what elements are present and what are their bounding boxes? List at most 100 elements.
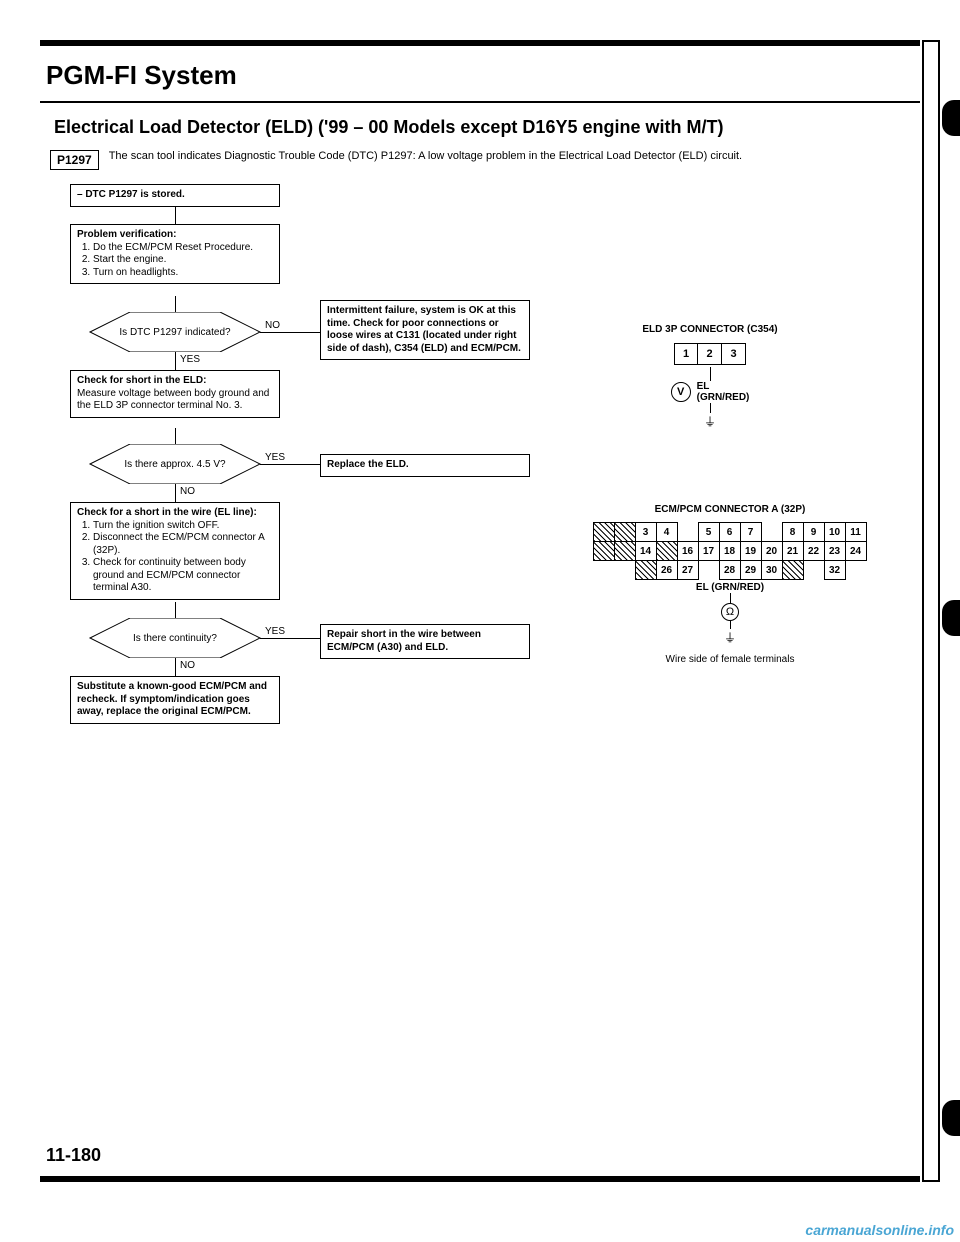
eld-signal-label: EL [697,381,750,392]
page-inner: PGM-FI System Electrical Load Detector (… [40,40,920,1182]
flow-repair-short: Repair short in the wire between ECM/PCM… [320,624,530,659]
side-frame [922,40,940,1182]
ecm-pin-cell: 9 [803,522,825,542]
eld-pin-1: 1 [674,343,698,365]
flow-decision1-text: Is DTC P1297 indicated? [80,312,270,352]
ecm-pin-cell: 27 [677,560,699,580]
flow-yes-label: YES [180,354,200,365]
flow-step2-title: Check for short in the ELD: [77,375,206,386]
ecm-pin-cell: 20 [761,541,783,561]
dtc-code-badge: P1297 [50,150,99,170]
flowchart: – DTC P1297 is stored. Problem verificat… [40,184,920,884]
flow-line [175,602,176,618]
ecm-pin-cell: 4 [656,522,678,542]
ecm-pin-cell [656,541,678,561]
flow-line [175,428,176,444]
flow-step1: Problem verification: Do the ECM/PCM Res… [70,224,280,284]
ecm-connector-diagram: ECM/PCM CONNECTOR A (32P) 34567891011 14 1… [580,504,880,665]
ecm-pin-cell: 22 [803,541,825,561]
ground-icon: ⏚ [724,629,736,646]
ecm-pin-cell [782,560,804,580]
ecm-pin-cell: 14 [635,541,657,561]
ohmmeter-icon: Ω [721,603,739,621]
ecm-pin-cell: 7 [740,522,762,542]
ecm-pin-cell: 5 [698,522,720,542]
flow-replace-eld: Replace the ELD. [320,454,530,477]
flow-step3-title: Check for a short in the wire (EL line): [77,507,257,518]
ecm-pin-cell: 6 [719,522,741,542]
side-tab-mid [942,600,960,636]
flow-step3: Check for a short in the wire (EL line):… [70,502,280,600]
flow-intermittent-text: Intermittent failure, system is OK at th… [327,305,521,354]
ecm-connector-title: ECM/PCM CONNECTOR A (32P) [580,504,880,515]
section-title: Electrical Load Detector (ELD) ('99 – 00… [40,117,920,138]
flow-yes-label: YES [265,452,285,463]
eld-wire-color: (GRN/RED) [697,392,750,403]
list-item: Do the ECM/PCM Reset Procedure. [93,242,273,255]
ecm-pin-cell [677,522,699,542]
ecm-pin-cell [593,522,615,542]
voltmeter-icon: V [671,382,691,402]
flow-repair-short-text: Repair short in the wire between ECM/PCM… [327,629,481,653]
ecm-pin-cell [761,522,783,542]
flow-start-text: – DTC P1297 is stored. [77,189,185,200]
list-item: Start the engine. [93,254,273,267]
ecm-pin-cell: 21 [782,541,804,561]
conn-line [710,403,711,413]
ecm-pin-cell: 24 [845,541,867,561]
ecm-pin-cell: 11 [845,522,867,542]
ecm-pin-cell: 32 [824,560,846,580]
page-number: 11-180 [46,1145,101,1166]
flow-line [260,638,320,639]
conn-line [710,367,711,381]
flow-no-label: NO [180,660,195,671]
page: PGM-FI System Electrical Load Detector (… [40,40,920,1182]
flow-decision1: Is DTC P1297 indicated? [80,312,270,352]
eld-pins: 1 2 3 [674,343,746,365]
ecm-pin-cell: 30 [761,560,783,580]
flow-step1-title: Problem verification: [77,229,176,240]
flow-step2-text: Measure voltage between body ground and … [77,388,269,412]
ecm-pin-cell [593,541,615,561]
flow-start: – DTC P1297 is stored. [70,184,280,207]
ecm-signal-label: EL (GRN/RED) [696,582,764,593]
flow-line [175,296,176,312]
eld-connector-title: ELD 3P CONNECTOR (C354) [600,324,820,335]
flow-decision3-text: Is there continuity? [80,618,270,658]
ecm-pin-cell: 23 [824,541,846,561]
ecm-pin-cell: 8 [782,522,804,542]
flow-no-label: NO [180,486,195,497]
side-tab-top [942,100,960,136]
eld-pin-2: 2 [698,343,722,365]
ecm-pin-cell [614,522,636,542]
side-tab-bot [942,1100,960,1136]
list-item: Check for continuity between body ground… [93,557,273,595]
eld-pin-3: 3 [722,343,746,365]
list-item: Turn on headlights. [93,267,273,280]
conn-line [730,593,731,603]
ecm-pin-cell [698,560,720,580]
ecm-pin-cell: 29 [740,560,762,580]
flow-line [175,352,176,370]
ecm-pin-cell: 3 [635,522,657,542]
ecm-pin-cell: 17 [698,541,720,561]
ecm-pin-cell [803,560,825,580]
flow-line [175,484,176,502]
ecm-pin-cell [845,560,867,580]
ecm-pin-cell: 10 [824,522,846,542]
ecm-pin-cell [635,560,657,580]
list-item: Disconnect the ECM/PCM connector A (32P)… [93,532,273,557]
flow-step3-list: Turn the ignition switch OFF. Disconnect… [77,520,273,595]
divider [40,101,920,103]
flow-step2: Check for short in the ELD: Measure volt… [70,370,280,418]
flow-substitute-text: Substitute a known-good ECM/PCM and rech… [77,681,267,717]
ecm-pin-grid: 3456789101114161718192021222324262728293… [594,523,867,580]
flow-step1-list: Do the ECM/PCM Reset Procedure. Start th… [77,242,273,280]
page-title: PGM-FI System [40,60,920,91]
flow-decision2-text: Is there approx. 4.5 V? [80,444,270,484]
wire-side-note: Wire side of female terminals [580,654,880,665]
watermark: carmanualsonline.info [805,1222,954,1238]
list-item: Turn the ignition switch OFF. [93,520,273,533]
flow-intermittent: Intermittent failure, system is OK at th… [320,300,530,360]
ecm-pin-cell [593,560,615,580]
